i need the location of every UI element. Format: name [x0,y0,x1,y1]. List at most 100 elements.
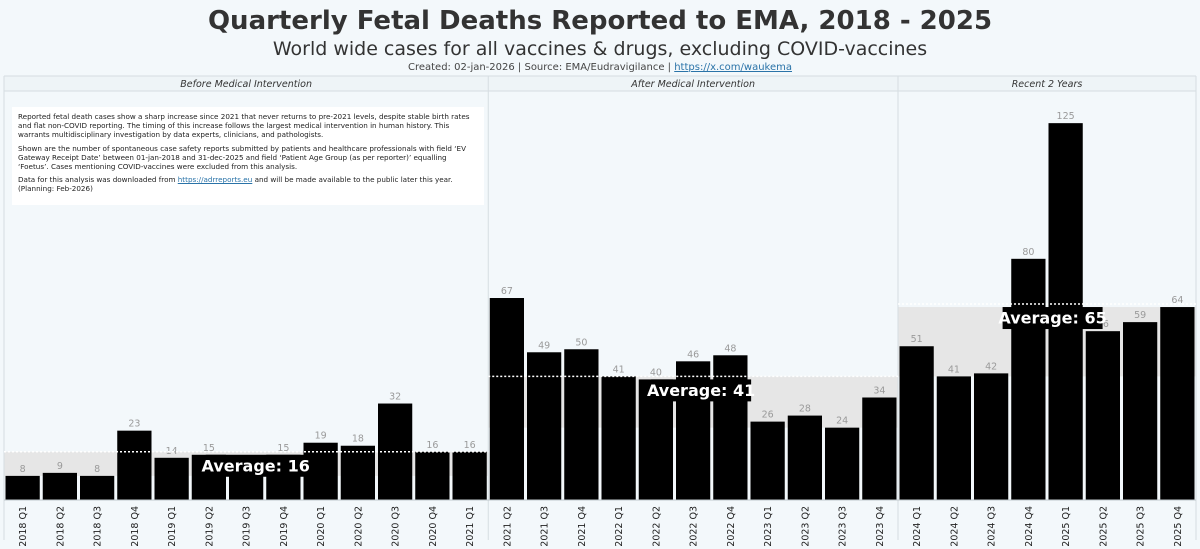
x-tick-label: 2018 Q3 [93,506,104,547]
value-label: 8 [20,464,26,475]
bar[interactable] [340,445,375,500]
note-paragraph-2: Shown are the number of spontaneous case… [18,143,466,172]
value-label: 28 [799,404,811,415]
average-label: Average: 41 [647,381,755,400]
bar[interactable] [750,421,785,500]
value-label: 19 [315,431,327,442]
value-label: 125 [1057,111,1075,122]
bar[interactable] [899,346,934,500]
value-label: 50 [575,337,587,348]
panel-title: Recent 2 Years [1012,79,1083,90]
value-label: 48 [724,343,736,354]
bar[interactable] [154,457,189,500]
bar[interactable] [825,427,860,500]
value-label: 8 [94,464,100,475]
chart-subtitle: World wide cases for all vaccines & drug… [272,38,928,60]
value-label: 16 [426,440,438,451]
x-tick-label: 2022 Q2 [651,506,662,547]
x-tick-label: 2021 Q3 [540,506,551,547]
value-label: 49 [538,340,550,351]
x-tick-label: 2019 Q2 [204,506,215,547]
x-tick-label: 2018 Q2 [55,506,66,547]
average-label-bg [1002,307,1103,330]
x-tick-label: 2021 Q2 [502,506,513,547]
bar[interactable] [80,475,115,500]
x-tick-label: 2022 Q1 [614,506,625,547]
value-label: 80 [1022,247,1034,258]
bar[interactable] [1123,322,1158,500]
credits-line: Created: 02-jan-2026 | Source: EMA/Eudra… [0,62,1200,73]
x-tick-label: 2024 Q2 [949,506,960,547]
author-link[interactable]: https://x.com/waukema [674,62,792,73]
x-tick-label: 2018 Q1 [18,506,29,547]
value-label: 59 [1134,310,1146,321]
value-label: 16 [464,440,476,451]
value-label: 18 [352,434,364,445]
x-tick-label: 2024 Q4 [1024,506,1035,547]
x-tick-label: 2020 Q1 [316,506,327,547]
bar[interactable] [527,352,562,500]
note-text-end: and will be made available to the public… [18,175,453,194]
average-label-bg [205,454,306,477]
x-tick-label: 2023 Q4 [875,506,886,547]
x-tick-label: 2023 Q2 [800,506,811,547]
bar[interactable] [974,373,1009,500]
value-label: 51 [911,334,923,345]
x-tick-label: 2025 Q3 [1136,506,1147,547]
average-label-bg [651,379,752,402]
bar[interactable] [489,298,524,500]
average-label: Average: 16 [202,456,310,475]
value-label: 42 [985,361,997,372]
value-label: 9 [57,461,63,472]
bar[interactable] [601,376,636,500]
x-tick-label: 2020 Q2 [353,506,364,547]
chart-title: Quarterly Fetal Deaths Reported to EMA, … [207,6,993,36]
bar[interactable] [5,475,40,500]
x-tick-label: 2021 Q1 [465,506,476,547]
credits-text: Created: 02-jan-2026 | Source: EMA/Eudra… [407,62,675,73]
value-label: 56 [1097,319,1109,330]
bar[interactable] [1011,258,1046,500]
bar[interactable] [117,430,152,500]
x-tick-label: 2018 Q4 [130,506,141,547]
value-label: 24 [836,416,848,427]
value-label: 15 [277,443,289,454]
x-tick-label: 2024 Q1 [912,506,923,547]
value-label: 46 [687,349,699,360]
bar[interactable] [415,451,450,500]
note-paragraph-1: Reported fetal death cases show a sharp … [18,112,470,140]
x-tick-label: 2025 Q4 [1173,506,1184,547]
x-tick-label: 2022 Q3 [689,506,700,547]
x-tick-label: 2019 Q1 [167,506,178,547]
x-tick-label: 2020 Q3 [391,506,402,547]
bar[interactable] [378,403,413,500]
x-tick-label: 2023 Q1 [763,506,774,547]
value-label: 34 [873,385,885,396]
value-label: 32 [389,392,401,403]
value-label: 41 [948,364,960,375]
value-label: 67 [501,286,513,297]
bar[interactable] [452,451,487,500]
panel-title: After Medical Intervention [630,79,755,90]
note-text: Data for this analysis was downloaded fr… [18,175,178,185]
bar[interactable] [1085,331,1120,500]
bar[interactable] [787,415,822,500]
bar[interactable] [564,349,599,500]
bar[interactable] [936,376,971,500]
bar[interactable] [862,397,897,500]
bar[interactable] [42,472,77,500]
note-paragraph-3: Data for this analysis was downloaded fr… [18,175,478,193]
value-label: 40 [650,367,662,378]
value-label: 15 [203,443,215,454]
value-label: 41 [613,364,625,375]
x-tick-label: 2024 Q3 [987,506,998,547]
bar[interactable] [1160,307,1195,500]
analysis-note: Reported fetal death cases show a sharp … [12,107,484,205]
value-label: 64 [1171,295,1183,306]
bar[interactable] [713,355,748,500]
adrreports-link[interactable]: https://adrreports.eu [177,175,253,185]
x-tick-label: 2021 Q4 [577,506,588,547]
average-label: Average: 65 [998,309,1106,328]
x-tick-label: 2020 Q4 [428,506,439,547]
